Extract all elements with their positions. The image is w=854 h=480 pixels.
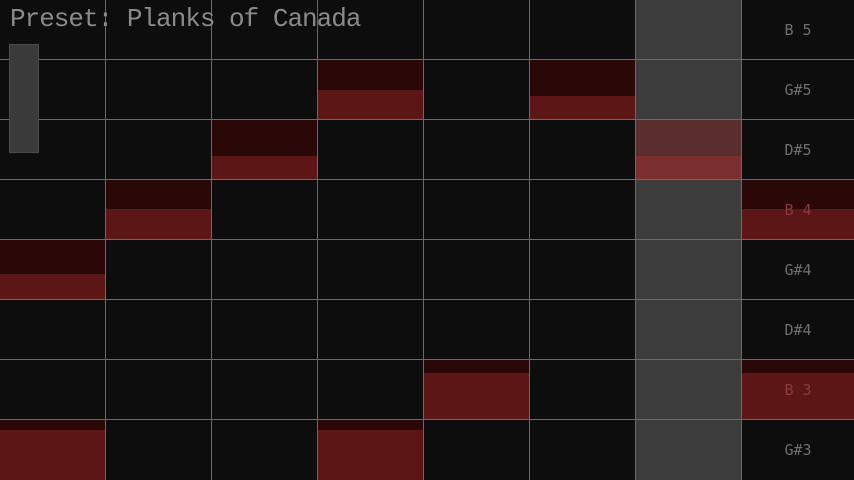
preset-title: Preset: Planks of Canada bbox=[10, 4, 361, 34]
step-cell[interactable] bbox=[0, 180, 106, 240]
step-cell[interactable] bbox=[424, 300, 530, 360]
step-cell[interactable] bbox=[106, 300, 212, 360]
step-cell[interactable] bbox=[212, 60, 318, 120]
step-cell[interactable] bbox=[212, 240, 318, 300]
step-cell[interactable] bbox=[318, 300, 424, 360]
step-cell[interactable] bbox=[424, 120, 530, 180]
note-velocity-top bbox=[636, 120, 742, 156]
step-cell[interactable] bbox=[636, 420, 742, 480]
note-velocity-top bbox=[106, 180, 212, 209]
step-cell[interactable] bbox=[106, 360, 212, 420]
step-cell[interactable] bbox=[424, 60, 530, 120]
step-cell[interactable] bbox=[318, 180, 424, 240]
note-label: D#4 bbox=[784, 321, 812, 339]
note-label: B 3 bbox=[784, 381, 812, 399]
step-cell[interactable] bbox=[318, 240, 424, 300]
grid-line-horizontal bbox=[0, 239, 854, 240]
step-cell[interactable] bbox=[636, 300, 742, 360]
step-cell[interactable] bbox=[636, 360, 742, 420]
preset-scrollbar[interactable] bbox=[9, 44, 39, 153]
step-cell[interactable] bbox=[530, 420, 636, 480]
grid-line-horizontal bbox=[0, 359, 854, 360]
note-velocity-bar bbox=[742, 209, 854, 240]
note-label: D#5 bbox=[784, 141, 812, 159]
note-velocity-top bbox=[742, 360, 854, 373]
grid-line-vertical bbox=[211, 0, 212, 480]
note-velocity-bar bbox=[530, 96, 636, 120]
step-cell[interactable] bbox=[318, 0, 424, 60]
note-velocity-top bbox=[212, 120, 318, 156]
note-velocity-bar bbox=[106, 209, 212, 240]
grid-line-vertical bbox=[423, 0, 424, 480]
note-velocity-top bbox=[530, 60, 636, 96]
step-cell[interactable] bbox=[636, 60, 742, 120]
note-velocity-bar bbox=[0, 274, 106, 300]
note-velocity-bar bbox=[424, 373, 530, 420]
step-cell[interactable] bbox=[530, 360, 636, 420]
step-cell[interactable] bbox=[212, 300, 318, 360]
step-cell[interactable] bbox=[106, 0, 212, 60]
note-label: G#5 bbox=[784, 81, 812, 99]
step-cell[interactable] bbox=[106, 60, 212, 120]
step-cell[interactable] bbox=[424, 420, 530, 480]
note-velocity-bar bbox=[212, 156, 318, 180]
step-cell[interactable] bbox=[424, 0, 530, 60]
step-cell[interactable] bbox=[318, 120, 424, 180]
note-label: B 4 bbox=[784, 201, 812, 219]
note-velocity-bar bbox=[0, 430, 106, 480]
step-cell[interactable] bbox=[106, 120, 212, 180]
grid-line-horizontal bbox=[0, 119, 854, 120]
grid-line-vertical bbox=[105, 0, 106, 480]
grid-line-vertical bbox=[317, 0, 318, 480]
step-cell[interactable] bbox=[530, 120, 636, 180]
step-cell[interactable] bbox=[530, 180, 636, 240]
grid-line-horizontal bbox=[0, 179, 854, 180]
note-velocity-top bbox=[0, 240, 106, 274]
step-cell[interactable] bbox=[424, 180, 530, 240]
note-velocity-top bbox=[318, 420, 424, 430]
step-cell[interactable] bbox=[106, 240, 212, 300]
step-cell[interactable] bbox=[636, 180, 742, 240]
step-cell[interactable] bbox=[530, 300, 636, 360]
step-cell[interactable] bbox=[0, 360, 106, 420]
step-cell[interactable] bbox=[318, 360, 424, 420]
note-velocity-top bbox=[742, 180, 854, 209]
step-cell[interactable] bbox=[530, 0, 636, 60]
note-velocity-bar bbox=[318, 90, 424, 120]
note-label: G#4 bbox=[784, 261, 812, 279]
step-cell[interactable] bbox=[424, 240, 530, 300]
grid-line-horizontal bbox=[0, 59, 854, 60]
step-cell[interactable] bbox=[106, 420, 212, 480]
note-velocity-bar bbox=[742, 373, 854, 420]
step-cell[interactable] bbox=[212, 360, 318, 420]
note-velocity-top bbox=[0, 420, 106, 430]
grid-line-horizontal bbox=[0, 299, 854, 300]
step-cell[interactable] bbox=[212, 180, 318, 240]
step-cell[interactable] bbox=[0, 300, 106, 360]
grid-line-horizontal bbox=[0, 419, 854, 420]
step-cell[interactable] bbox=[530, 240, 636, 300]
grid-line-vertical bbox=[635, 0, 636, 480]
note-label: B 5 bbox=[784, 21, 812, 39]
grid-line-vertical bbox=[529, 0, 530, 480]
grid-line-vertical bbox=[741, 0, 742, 480]
note-velocity-bar bbox=[636, 156, 742, 180]
step-cell[interactable] bbox=[636, 240, 742, 300]
step-cell[interactable] bbox=[636, 0, 742, 60]
note-velocity-bar bbox=[318, 430, 424, 480]
step-cell[interactable] bbox=[212, 420, 318, 480]
step-cell[interactable] bbox=[212, 0, 318, 60]
note-velocity-top bbox=[424, 360, 530, 373]
note-label: G#3 bbox=[784, 441, 812, 459]
note-velocity-top bbox=[318, 60, 424, 90]
